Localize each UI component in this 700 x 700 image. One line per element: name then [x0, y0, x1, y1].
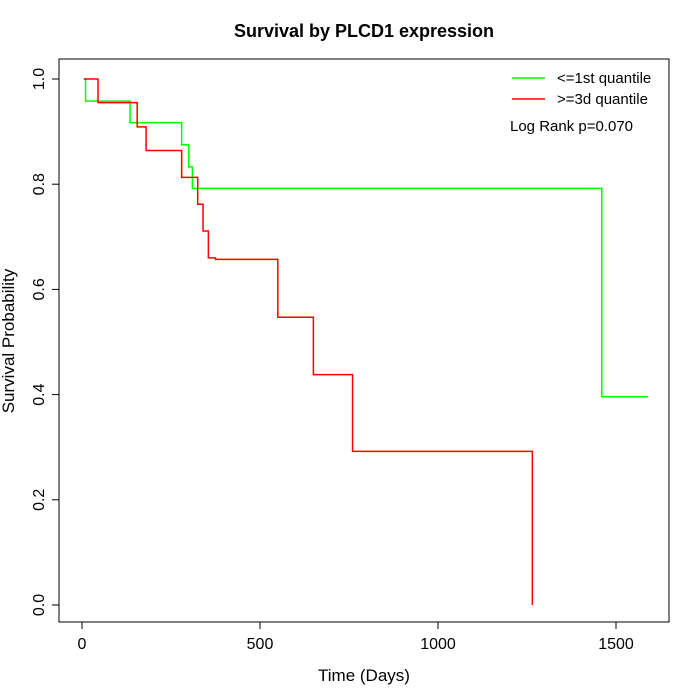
x-axis: 0 500 1000 1500	[78, 621, 634, 653]
series-line-2	[83, 78, 534, 605]
series-line-1	[83, 78, 649, 398]
x-tick-label: 1500	[598, 636, 634, 653]
legend-label: >=3d quantile	[557, 91, 648, 108]
y-tick-label: 0.2	[31, 489, 48, 511]
legend: <=1st quantile >=3d quantile	[512, 70, 651, 108]
y-tick-label: 1.0	[31, 68, 48, 90]
legend-label: <=1st quantile	[557, 70, 651, 87]
y-axis-label: Survival Probability	[0, 268, 18, 413]
y-axis: 0.0 0.2 0.4 0.6 0.8 1.0	[31, 68, 60, 616]
plot-frame	[58, 58, 670, 623]
y-tick-label: 0.8	[31, 173, 48, 195]
chart-title: Survival by PLCD1 expression	[234, 21, 494, 41]
log-rank-annotation: Log Rank p=0.070	[510, 118, 633, 135]
x-tick-label: 500	[247, 636, 274, 653]
y-tick-label: 0.4	[31, 383, 48, 405]
series-layer	[83, 78, 649, 605]
y-tick-label: 0.6	[31, 278, 48, 300]
x-tick-label: 0	[78, 636, 87, 653]
y-tick-label: 0.0	[31, 594, 48, 616]
x-axis-label: Time (Days)	[318, 666, 410, 685]
x-tick-label: 1000	[420, 636, 456, 653]
